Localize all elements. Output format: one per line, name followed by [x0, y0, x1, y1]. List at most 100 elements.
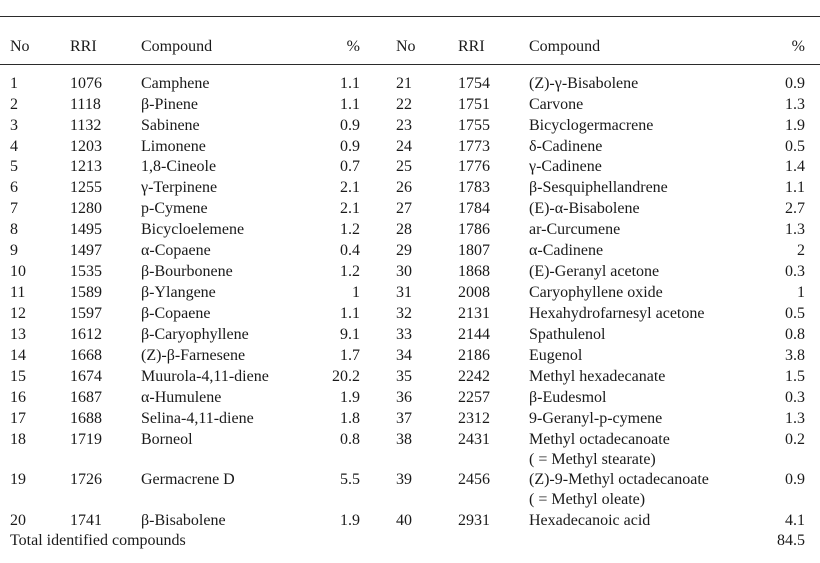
cell-percent: 0.5: [785, 305, 805, 322]
cell-percent: 1.3: [785, 410, 805, 427]
cell-compound: β-Copaene: [141, 305, 211, 322]
top-rule: [0, 16, 820, 17]
cell-percent: 0.9: [785, 471, 805, 488]
cell-no: 2: [10, 96, 18, 113]
cell-no: 26: [396, 179, 412, 196]
cell-compound: β-Pinene: [141, 96, 199, 113]
cell-percent: 1.3: [785, 96, 805, 113]
cell-no: 17: [10, 410, 26, 427]
cell-no: 16: [10, 389, 26, 406]
cell-no: 10: [10, 263, 26, 280]
cell-rri: 1668: [70, 347, 102, 364]
cell-compound: β-Bisabolene: [141, 512, 226, 529]
cell-rri: 1076: [70, 75, 102, 92]
header-compound: Compound: [529, 38, 601, 55]
cell-no: 36: [396, 389, 412, 406]
header-rri: RRI: [458, 38, 485, 55]
cell-rri: 1688: [70, 410, 102, 427]
cell-percent: 0.8: [340, 431, 360, 448]
cell-no: 34: [396, 347, 412, 364]
cell-percent: 0.5: [785, 138, 805, 155]
cell-percent: 0.2: [785, 431, 805, 448]
cell-compound: Bicyclogermacrene: [529, 117, 654, 134]
cell-percent: 0.9: [340, 138, 360, 155]
cell-no: 27: [396, 200, 412, 217]
cell-compound: Hexadecanoic acid: [529, 512, 651, 529]
cell-no: 21: [396, 75, 412, 92]
cell-rri: 1687: [70, 389, 102, 406]
cell-no: 5: [10, 158, 18, 175]
cell-rri: 1589: [70, 284, 102, 301]
cell-rri: 1719: [70, 431, 102, 448]
cell-rri: 2456: [458, 471, 490, 488]
cell-compound: β-Sesquiphellandrene: [529, 179, 668, 196]
cell-percent: 1.8: [340, 410, 360, 427]
header-no: No: [396, 38, 416, 55]
cell-rri: 1597: [70, 305, 102, 322]
cell-rri: 2931: [458, 512, 490, 529]
cell-percent: 1.1: [340, 305, 360, 322]
cell-no: 1: [10, 75, 18, 92]
footer-total: 84.5: [777, 532, 805, 549]
cell-compound: α-Cadinene: [529, 242, 604, 259]
cell-no: 31: [396, 284, 412, 301]
cell-compound: β-Bourbonene: [141, 263, 233, 280]
cell-rri: 2242: [458, 368, 490, 385]
cell-percent: 1.1: [785, 179, 805, 196]
cell-no: 7: [10, 200, 18, 217]
cell-percent: 0.9: [785, 75, 805, 92]
cell-percent: 2.1: [340, 179, 360, 196]
cell-percent: 2: [797, 242, 805, 259]
cell-percent: 5.5: [340, 471, 360, 488]
cell-compound: Muurola-4,11-diene: [141, 368, 269, 385]
cell-rri: 1497: [70, 242, 102, 259]
cell-compound: (Z)-β-Farnesene: [141, 347, 246, 364]
cell-percent: 1: [352, 284, 360, 301]
cell-percent: 1.2: [340, 263, 360, 280]
cell-rri: 1776: [458, 158, 490, 175]
cell-rri: 1783: [458, 179, 490, 196]
cell-rri: 2431: [458, 431, 490, 448]
cell-compound: γ-Cadinene: [529, 158, 602, 175]
cell-percent: 1.4: [785, 158, 805, 175]
cell-compound: 9-Geranyl-p-cymene: [529, 410, 663, 427]
cell-percent: 1.1: [340, 75, 360, 92]
cell-rri: 1203: [70, 138, 102, 155]
cell-no: 35: [396, 368, 412, 385]
cell-percent: 0.9: [340, 117, 360, 134]
cell-percent: 1.9: [340, 389, 360, 406]
cell-no: 3: [10, 117, 18, 134]
cell-percent: 3.8: [785, 347, 805, 364]
cell-percent: 4.1: [785, 512, 805, 529]
cell-percent: 0.3: [785, 389, 805, 406]
cell-no: 22: [396, 96, 412, 113]
cell-no: 8: [10, 221, 18, 238]
cell-rri: 1118: [70, 96, 101, 113]
header-percent: %: [346, 38, 360, 55]
cell-compound: Methyl octadecanoate: [529, 431, 670, 448]
cell-compound: Borneol: [141, 431, 193, 448]
cell-rri: 1674: [70, 368, 102, 385]
cell-no: 18: [10, 431, 26, 448]
cell-compound: Selina-4,11-diene: [141, 410, 254, 427]
cell-percent: 20.2: [332, 368, 360, 385]
cell-compound: Sabinene: [141, 117, 200, 134]
cell-rri: 1213: [70, 158, 102, 175]
cell-no: 20: [10, 512, 26, 529]
cell-rri: 1868: [458, 263, 490, 280]
cell-no: 19: [10, 471, 26, 488]
cell-no: 11: [10, 284, 26, 301]
header-no: No: [10, 38, 30, 55]
cell-rri: 1786: [458, 221, 490, 238]
cell-rri: 2144: [458, 326, 490, 343]
cell-rri: 2008: [458, 284, 490, 301]
cell-compound: ( = Methyl stearate): [529, 451, 656, 468]
cell-rri: 2131: [458, 305, 490, 322]
cell-compound: p-Cymene: [141, 200, 208, 217]
cell-no: 12: [10, 305, 26, 322]
cell-no: 15: [10, 368, 26, 385]
cell-compound: (E)-Geranyl acetone: [529, 263, 660, 280]
cell-compound: α-Humulene: [141, 389, 222, 406]
cell-percent: 0.7: [340, 158, 360, 175]
